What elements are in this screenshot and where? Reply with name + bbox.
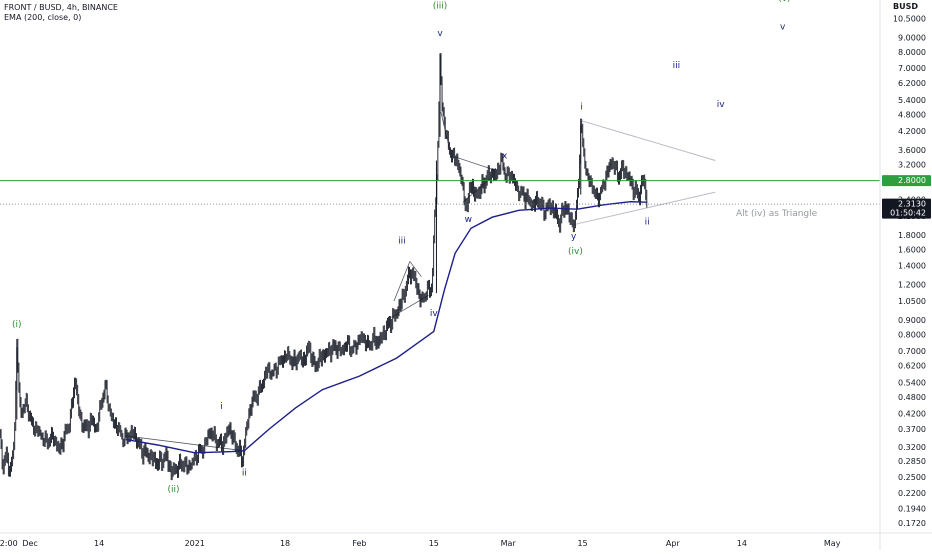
y-tick-label: 0.4200 <box>898 410 926 419</box>
wave-label: (v) <box>778 0 790 4</box>
price-badge-bg <box>882 198 931 219</box>
y-tick-label: 0.4800 <box>898 393 926 402</box>
wave-label: w <box>465 215 472 225</box>
y-tick-label: 1.8000 <box>898 231 926 240</box>
x-tick-label: 14 <box>737 539 747 548</box>
y-tick-label: 1.4000 <box>898 262 926 271</box>
trendline <box>125 435 245 452</box>
trendline <box>582 120 716 161</box>
wave-label: ii <box>645 217 650 227</box>
y-tick-label: 0.2850 <box>898 457 926 466</box>
y-tick-label: 0.3200 <box>898 443 926 452</box>
indicator-line: EMA (200, close, 0) <box>4 13 82 22</box>
chart-legend: FRONT / BUSD, 4h, BINANCE EMA (200, clos… <box>4 3 118 23</box>
price-badge-text: 01:50:42 <box>890 209 926 218</box>
x-tick-label: 18 <box>280 539 290 548</box>
y-tick-label: 0.3700 <box>898 425 926 434</box>
ema-200-line <box>125 200 648 454</box>
x-tick-label: Dec <box>22 539 37 548</box>
y-axis-panel <box>880 0 932 550</box>
wave-label: i <box>220 402 223 412</box>
wave-label: (i) <box>12 320 22 330</box>
wave-label: i <box>580 102 583 112</box>
x-tick-label: Apr <box>666 539 681 548</box>
y-tick-label: 3.6000 <box>898 146 926 155</box>
level-badge-bg <box>882 175 931 187</box>
x-tick-label: Feb <box>352 539 366 548</box>
currency-label: BUSD <box>893 2 918 11</box>
y-tick-label: 1.2000 <box>898 281 926 290</box>
wave-label: v <box>437 29 443 39</box>
level-badge-text: 2.8000 <box>898 176 926 185</box>
x-tick-label: 2021 <box>185 539 205 548</box>
trendline <box>393 261 411 302</box>
wave-label: v <box>780 22 786 32</box>
y-tick-label: 3.2000 <box>898 160 926 169</box>
wave-label: (iii) <box>433 1 448 11</box>
x-tick-label: Mar <box>501 539 517 548</box>
wave-label: (iv) <box>568 247 583 257</box>
y-tick-label: 4.2000 <box>898 127 926 136</box>
wave-label: iii <box>398 236 406 246</box>
y-tick-label: 6.2000 <box>898 79 926 88</box>
wave-label: (ii) <box>168 485 180 495</box>
wave-label: ii <box>242 468 247 478</box>
y-tick-label: 0.2500 <box>898 473 926 482</box>
symbol-line: FRONT / BUSD, 4h, BINANCE <box>4 3 118 12</box>
y-tick-label: 0.5400 <box>898 379 926 388</box>
y-tick-label: 0.6200 <box>898 362 926 371</box>
wave-label: iv <box>430 309 439 319</box>
wave-label: iv <box>717 100 726 110</box>
x-tick-label: 15 <box>429 539 439 548</box>
y-tick-label: 1.0500 <box>898 297 926 306</box>
y-tick-label: 0.7000 <box>898 347 926 356</box>
y-tick-label: 0.1940 <box>898 504 926 513</box>
y-tick-label: 1.6000 <box>898 245 926 254</box>
y-tick-label: 8.0000 <box>898 48 926 57</box>
trendline <box>571 191 716 226</box>
trendline <box>409 261 422 277</box>
y-tick-label: 0.9000 <box>898 316 926 325</box>
triangle-annotation: Alt (iv) as Triangle <box>736 209 818 219</box>
y-tick-label: 7.0000 <box>898 64 926 73</box>
wave-label: x <box>502 152 508 162</box>
x-tick-label: 14 <box>94 539 104 548</box>
x-tick-label: 12:00 <box>0 539 18 548</box>
y-tick-label: 0.8000 <box>898 330 926 339</box>
wave-label: y <box>571 232 577 242</box>
wave-label: iii <box>673 61 681 71</box>
y-tick-label: 0.2200 <box>898 489 926 498</box>
y-tick-label: 9.0000 <box>898 33 926 42</box>
y-tick-label: 10.5000 <box>893 14 926 23</box>
x-tick-label: May <box>824 539 841 548</box>
y-tick-label: 5.4000 <box>898 96 926 105</box>
y-tick-label: 0.1720 <box>898 519 926 528</box>
price-badge-text: 2.3130 <box>898 200 926 209</box>
y-tick-label: 4.8000 <box>898 111 926 120</box>
x-tick-label: 15 <box>577 539 587 548</box>
